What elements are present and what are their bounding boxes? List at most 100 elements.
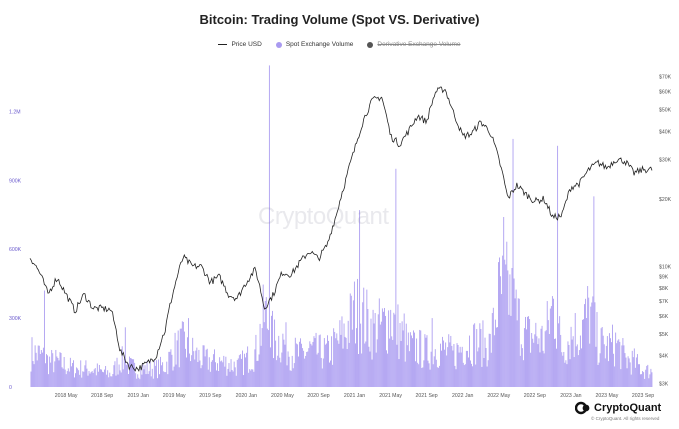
spot-volume-bar <box>606 336 608 387</box>
spot-volume-bar <box>171 354 173 387</box>
spot-volume-bar <box>168 351 170 387</box>
spot-volume-bar <box>631 350 633 387</box>
spot-volume-bar <box>310 343 312 387</box>
spot-volume-bar <box>508 314 510 387</box>
spot-volume-bar <box>446 355 448 387</box>
spot-volume-bar <box>470 360 471 387</box>
spot-volume-bar <box>347 320 349 387</box>
spot-volume-bar <box>90 372 92 387</box>
spot-volume-bar <box>277 355 279 387</box>
spot-volume-bar <box>269 347 271 387</box>
spot-volume-bar <box>267 330 269 387</box>
spot-volume-swatch-icon <box>275 41 282 48</box>
spot-volume-bar <box>642 371 644 387</box>
x-axis-tick-label: 2021 Sep <box>415 393 437 399</box>
right-axis-tick-label: $10K <box>659 264 672 270</box>
spot-volume-bar <box>437 367 439 387</box>
spot-volume-bar <box>312 341 314 387</box>
spot-volume-bar <box>193 351 195 387</box>
spot-volume-bar <box>543 353 545 387</box>
spot-volume-bar <box>172 370 174 387</box>
spot-volume-bar <box>482 320 484 387</box>
spot-volume-bar <box>345 337 347 387</box>
spot-volume-bar <box>257 360 259 387</box>
spot-volume-bar <box>79 374 81 387</box>
spot-volume-bar <box>525 316 526 387</box>
spot-volume-bar <box>118 364 120 387</box>
spot-volume-bar <box>434 349 436 387</box>
spot-volume-bar <box>49 356 51 387</box>
spot-volume-bar <box>159 374 160 387</box>
spot-volume-bar <box>223 355 225 387</box>
spot-volume-bar <box>113 365 115 387</box>
spot-volume-bar <box>138 377 140 387</box>
spot-volume-bar <box>59 352 61 387</box>
spot-volume-bar <box>161 365 163 387</box>
spot-volume-bar <box>114 361 116 387</box>
legend-item-derivative-volume[interactable]: Derivative Exchange Volume <box>367 41 461 48</box>
spot-volume-bar <box>239 354 241 387</box>
spot-volume-bar <box>634 367 636 387</box>
spot-volume-bar <box>370 318 372 387</box>
spot-volume-bar <box>591 302 593 387</box>
spot-volume-bar <box>69 357 71 387</box>
spot-volume-bar <box>393 312 395 387</box>
spot-volume-bar <box>363 287 365 387</box>
spot-volume-bar <box>85 360 87 387</box>
spot-volume-bar <box>407 332 409 387</box>
spot-volume-bar <box>453 343 455 387</box>
spot-volume-bar <box>222 362 224 387</box>
spot-volume-bar <box>629 362 631 387</box>
spot-volume-bar <box>566 364 568 387</box>
legend-item-spot-volume[interactable]: Spot Exchange Volume <box>275 41 353 48</box>
spot-volume-bar <box>343 323 345 387</box>
spot-volume-bar <box>116 357 118 387</box>
spot-volume-bar <box>40 350 42 387</box>
spot-volume-bar <box>31 337 33 387</box>
spot-volume-bar <box>184 348 186 387</box>
spot-volume-bar <box>521 348 523 387</box>
x-axis-tick-label: 2023 Jan <box>560 393 581 399</box>
spot-volume-bar <box>87 375 89 387</box>
spot-volume-bar <box>210 361 212 387</box>
spot-volume-bar <box>646 365 648 387</box>
spot-volume-bar <box>75 373 76 387</box>
spot-volume-bar <box>516 320 518 387</box>
spot-volume-bar <box>238 355 240 387</box>
spot-volume-bar <box>461 346 463 387</box>
spot-volume-bar <box>299 341 300 387</box>
spot-volume-bar <box>489 333 491 387</box>
left-axis-tick-label: 600K <box>9 247 22 253</box>
spot-volume-bar <box>261 328 263 387</box>
spot-volume-bar <box>458 352 460 387</box>
spot-volume-bar <box>272 310 273 387</box>
spot-volume-bar <box>650 368 652 387</box>
spot-volume-bar <box>435 359 437 387</box>
spot-volume-bar <box>385 315 386 387</box>
spot-volume-bar <box>203 345 205 387</box>
spot-volume-bar <box>353 281 355 387</box>
spot-volume-bar <box>234 367 236 387</box>
spot-volume-bar <box>48 374 50 387</box>
spot-volume-bar <box>607 361 609 387</box>
spot-volume-bar <box>577 355 579 387</box>
spot-volume-bar <box>479 323 481 387</box>
spot-volume-bar <box>647 364 649 387</box>
spot-volume-bar <box>602 335 604 387</box>
spot-volume-bar <box>45 363 46 387</box>
spot-volume-bar <box>556 348 558 387</box>
spot-volume-bar <box>173 366 175 387</box>
spot-volume-bar <box>630 374 632 387</box>
legend-item-price[interactable]: Price USD <box>218 41 262 48</box>
spot-volume-bar <box>230 359 232 387</box>
right-axis-tick-label: $4K <box>659 354 669 360</box>
spot-volume-bar <box>567 341 569 387</box>
spot-volume-bar <box>249 369 251 387</box>
left-axis-tick-label: 1.2M <box>9 109 21 115</box>
spot-volume-bar <box>205 349 207 387</box>
spot-volume-bar <box>52 353 54 387</box>
spot-volume-bar <box>337 340 339 387</box>
spot-volume-bar <box>625 357 627 387</box>
right-axis-labels: $3K $4K $5K $6K $7K $8K $9K $10K $20K $30K $40K $50… <box>659 75 672 388</box>
spot-volume-bar <box>264 301 266 387</box>
